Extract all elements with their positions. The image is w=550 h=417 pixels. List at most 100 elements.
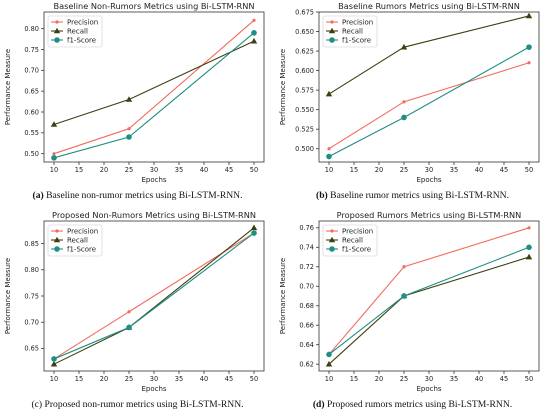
- chart-title: Proposed Non-Rumors Metrics using Bi-LST…: [52, 210, 256, 220]
- y-tick-label: 0.650: [295, 28, 314, 36]
- x-axis-label: Epochs: [416, 176, 441, 184]
- legend-box: [322, 15, 378, 48]
- y-tick-label: 0.65: [24, 345, 39, 353]
- data-point-recall: [50, 360, 58, 367]
- data-point-precision: [127, 127, 131, 131]
- x-tick-label: 40: [200, 375, 208, 383]
- data-point-precision: [127, 310, 131, 314]
- series-line-f1: [328, 246, 530, 355]
- y-tick-label: 0.625: [295, 47, 314, 55]
- data-point-recall: [50, 121, 58, 127]
- legend-marker-precision: [55, 20, 59, 24]
- y-tick-label: 0.575: [295, 86, 314, 94]
- caption-a-text: Baseline non-rumor metrics using Bi-LSTM…: [46, 190, 243, 201]
- data-point-f1: [401, 293, 407, 299]
- x-tick-label: 20: [375, 166, 383, 174]
- series-recall: [50, 37, 258, 127]
- legend-box: [47, 224, 103, 257]
- y-tick-label: 0.64: [299, 341, 314, 349]
- data-point-f1: [51, 155, 57, 161]
- x-tick-label: 50: [525, 166, 533, 174]
- y-tick-label: 0.675: [295, 8, 314, 16]
- x-axis-label: Epochs: [416, 385, 441, 393]
- legend-label-f1: f1-Score: [67, 36, 96, 44]
- series-f1: [51, 30, 257, 161]
- caption-b: (b) Baseline rumor metrics using Bi-LSTM…: [275, 190, 550, 201]
- legend-label-recall: Recall: [67, 27, 88, 35]
- x-tick-label: 30: [425, 166, 433, 174]
- data-point-f1: [126, 324, 132, 331]
- x-axis-label: Epochs: [141, 176, 166, 184]
- x-axis-label: Epochs: [141, 385, 166, 393]
- legend-marker-f1: [329, 37, 335, 43]
- chart-panel-d: Proposed Rumors Metrics using Bi-LSTM-RN…: [275, 209, 550, 417]
- caption-b-letter: (b): [316, 190, 328, 201]
- x-tick-label: 40: [475, 166, 483, 174]
- x-tick-label: 50: [250, 166, 258, 174]
- x-tick-label: 20: [100, 375, 108, 383]
- data-point-f1: [251, 30, 257, 36]
- x-tick-label: 15: [75, 166, 83, 174]
- legend-marker-f1: [329, 246, 335, 252]
- data-point-recall: [125, 96, 133, 102]
- data-point-f1: [126, 134, 132, 140]
- data-point-f1: [251, 230, 257, 236]
- chart-panel-b: Baseline Rumors Metrics using Bi-LSTM-RN…: [275, 0, 550, 208]
- caption-b-text: Baseline rumor metrics using Bi-LSTM-RNN…: [330, 190, 509, 201]
- series-precision: [327, 61, 531, 151]
- caption-a-letter: (a): [32, 190, 44, 201]
- legend-label-recall: Recall: [342, 236, 363, 244]
- y-tick-label: 0.55: [24, 129, 39, 137]
- data-point-recall: [400, 43, 408, 50]
- data-point-precision: [327, 147, 331, 151]
- y-tick-label: 0.75: [24, 46, 39, 54]
- chart-title: Proposed Rumors Metrics using Bi-LSTM-RN…: [337, 210, 522, 220]
- series-recall: [325, 253, 533, 367]
- legend-label-f1: f1-Score: [342, 245, 371, 253]
- series-f1: [51, 230, 257, 362]
- x-tick-label: 35: [175, 166, 183, 174]
- data-point-recall: [250, 224, 258, 231]
- data-point-f1: [326, 153, 332, 160]
- y-tick-label: 0.60: [24, 108, 39, 116]
- x-tick-label: 20: [100, 166, 108, 174]
- legend-marker-recall: [328, 27, 336, 34]
- caption-d-letter: (d): [312, 399, 325, 410]
- y-tick-label: 0.525: [295, 125, 314, 133]
- y-tick-label: 0.74: [299, 244, 314, 252]
- legend-marker-recall: [53, 27, 61, 34]
- data-point-precision: [402, 100, 406, 104]
- data-point-precision: [527, 61, 531, 65]
- x-tick-label: 20: [375, 375, 383, 383]
- y-tick-label: 0.80: [24, 266, 39, 274]
- y-tick-label: 0.76: [299, 224, 314, 232]
- x-tick-label: 15: [350, 375, 358, 383]
- y-axis-label: Performance Measure: [279, 258, 287, 334]
- y-tick-label: 0.500: [295, 145, 314, 153]
- legend-box: [322, 224, 378, 257]
- legend-marker-precision: [330, 229, 334, 233]
- y-tick-label: 0.75: [24, 292, 39, 300]
- x-tick-label: 15: [350, 166, 358, 174]
- x-tick-label: 35: [175, 375, 183, 383]
- x-tick-label: 25: [125, 166, 133, 174]
- legend-label-f1: f1-Score: [67, 245, 96, 253]
- y-tick-label: 0.66: [299, 322, 314, 330]
- x-tick-label: 30: [150, 375, 158, 383]
- data-point-recall: [250, 37, 258, 44]
- x-tick-label: 25: [125, 375, 133, 383]
- y-tick-label: 0.70: [24, 319, 39, 327]
- series-line-f1: [53, 32, 255, 159]
- chart-panel-c: Proposed Non-Rumors Metrics using Bi-LST…: [0, 209, 275, 417]
- y-tick-label: 0.68: [299, 302, 314, 310]
- series-f1: [326, 244, 532, 358]
- chart-c: Proposed Non-Rumors Metrics using Bi-LST…: [4, 210, 265, 393]
- x-tick-label: 15: [75, 375, 83, 383]
- data-point-recall: [325, 360, 333, 367]
- legend-label-f1: f1-Score: [342, 36, 371, 44]
- legend-label-precision: Precision: [342, 18, 373, 26]
- y-tick-label: 0.70: [24, 67, 39, 75]
